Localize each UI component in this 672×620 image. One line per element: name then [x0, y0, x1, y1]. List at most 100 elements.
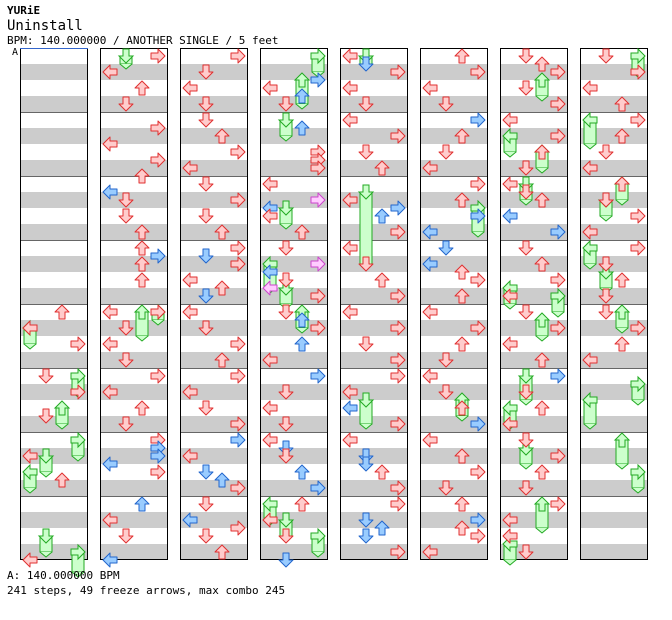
beat-stripe [100, 256, 168, 272]
arrow-left-icon [182, 448, 198, 464]
arrow-left-icon [342, 384, 358, 400]
arrow-down-icon [518, 80, 534, 96]
arrow-right-icon [470, 464, 486, 480]
freeze-arrow [517, 440, 535, 470]
freeze-tail [583, 423, 597, 430]
beat-stripe [260, 352, 328, 368]
arrow-up-icon [134, 240, 150, 256]
freeze-tail [535, 167, 549, 174]
beat-stripe [340, 160, 408, 176]
freeze-head [582, 111, 598, 129]
beat-stripe [340, 288, 408, 304]
column-frame [260, 48, 328, 560]
beat-stripe [180, 448, 248, 464]
arrow-right-icon [390, 416, 406, 432]
freeze-body [359, 191, 373, 265]
arrow-right-icon [390, 64, 406, 80]
column-frame [500, 48, 568, 560]
beat-stripe [580, 512, 648, 528]
arrow-down-icon [198, 400, 214, 416]
arrow-up-icon [374, 464, 390, 480]
arrow-left-icon [262, 264, 278, 280]
beat-stripe [180, 384, 248, 400]
arrow-up-icon [374, 272, 390, 288]
freeze-head [533, 496, 551, 512]
arrow-down-icon [438, 384, 454, 400]
freeze-head [22, 463, 38, 481]
freeze-tail [615, 327, 629, 334]
beat-stripe [340, 192, 408, 208]
arrow-right-icon [550, 368, 566, 384]
freeze-tail [599, 215, 613, 222]
arrow-right-icon [550, 64, 566, 80]
arrow-up-icon [294, 496, 310, 512]
arrow-right-icon [390, 224, 406, 240]
freeze-tail [295, 103, 309, 110]
bpm-summary: A: 140.000000 BPM [7, 569, 120, 582]
arrow-right-icon [630, 112, 646, 128]
arrow-left-icon [342, 80, 358, 96]
freeze-tail [615, 199, 629, 206]
arrow-right-icon [390, 200, 406, 216]
arrow-right-icon [390, 320, 406, 336]
column-8 [580, 48, 648, 560]
beat-stripe [180, 128, 248, 144]
freeze-tail [71, 571, 85, 578]
freeze-tail [71, 455, 85, 462]
freeze-head [550, 287, 566, 305]
beat-stripe [180, 64, 248, 80]
arrow-down-icon [118, 320, 134, 336]
arrow-up-icon [214, 544, 230, 560]
beat-stripe [180, 416, 248, 432]
arrow-up-icon [454, 192, 470, 208]
arrow-down-icon [518, 184, 534, 200]
arrow-right-icon [470, 528, 486, 544]
arrow-left-icon [582, 80, 598, 96]
beat-stripe [340, 544, 408, 560]
beat-stripe [260, 480, 328, 496]
arrow-right-icon [390, 352, 406, 368]
freeze-arrow [502, 535, 518, 566]
freeze-head [70, 431, 86, 449]
arrow-left-icon [262, 80, 278, 96]
arrow-up-icon [134, 272, 150, 288]
arrow-left-icon [502, 416, 518, 432]
arrow-up-icon [454, 128, 470, 144]
beat-stripe [580, 384, 648, 400]
beat-stripe [20, 480, 88, 496]
arrow-left-icon [262, 352, 278, 368]
beat-stripe [340, 416, 408, 432]
arrow-down-icon [198, 248, 214, 264]
arrow-left-icon [182, 304, 198, 320]
beat-stripe [260, 224, 328, 240]
beat-stripe [500, 96, 568, 112]
column-2 [100, 48, 168, 560]
freeze-head [37, 448, 55, 464]
column-3 [180, 48, 248, 560]
arrow-left-icon [422, 304, 438, 320]
arrow-left-icon [342, 240, 358, 256]
arrow-down-icon [358, 256, 374, 272]
beat-stripe [500, 544, 568, 560]
freeze-arrow [357, 392, 375, 430]
arrow-down-icon [198, 208, 214, 224]
arrow-left-icon [422, 256, 438, 272]
arrow-right-icon [630, 320, 646, 336]
freeze-tail [551, 311, 565, 318]
beat-stripe [260, 544, 328, 560]
arrow-up-icon [534, 464, 550, 480]
freeze-head [70, 543, 86, 561]
arrow-right-icon [70, 384, 86, 400]
beat-stripe [260, 64, 328, 80]
beat-stripe [20, 160, 88, 176]
arrow-left-icon [262, 512, 278, 528]
arrow-left-icon [502, 208, 518, 224]
beat-stripe [580, 256, 648, 272]
freeze-tail [295, 327, 309, 334]
arrow-right-icon [230, 368, 246, 384]
beat-stripe [180, 256, 248, 272]
freeze-arrow [117, 48, 135, 70]
arrow-right-icon [150, 248, 166, 264]
beat-stripe [20, 128, 88, 144]
freeze-tail [615, 463, 629, 470]
